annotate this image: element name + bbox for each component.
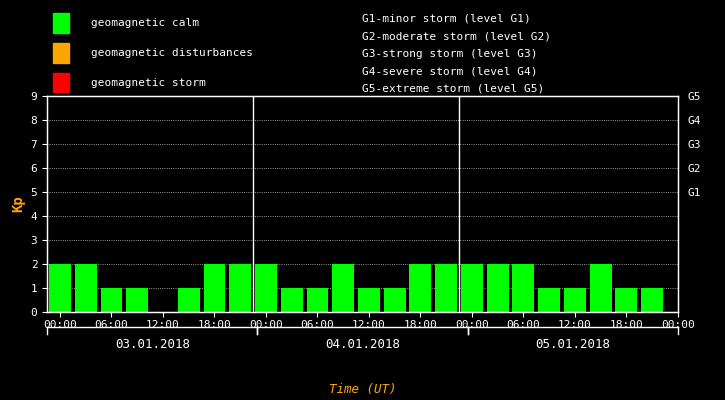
Bar: [513, 264, 534, 312]
Bar: [616, 288, 637, 312]
Bar: [486, 264, 509, 312]
Text: G2-moderate storm (level G2): G2-moderate storm (level G2): [362, 31, 552, 41]
Text: Time (UT): Time (UT): [328, 383, 397, 396]
Text: geomagnetic disturbances: geomagnetic disturbances: [91, 48, 253, 58]
Text: G3-strong storm (level G3): G3-strong storm (level G3): [362, 49, 538, 59]
Bar: [564, 288, 586, 312]
Text: G4-severe storm (level G4): G4-severe storm (level G4): [362, 66, 538, 76]
Bar: [178, 288, 199, 312]
Text: 04.01.2018: 04.01.2018: [325, 338, 400, 351]
Y-axis label: Kp: Kp: [11, 196, 25, 212]
Bar: [435, 264, 457, 312]
Bar: [589, 264, 612, 312]
Bar: [255, 264, 277, 312]
Bar: [641, 288, 663, 312]
Text: geomagnetic storm: geomagnetic storm: [91, 78, 206, 88]
Bar: [75, 264, 96, 312]
Bar: [307, 288, 328, 312]
Bar: [410, 264, 431, 312]
Bar: [54, 13, 69, 33]
Bar: [384, 288, 405, 312]
Bar: [101, 288, 123, 312]
Bar: [54, 43, 69, 62]
Bar: [49, 264, 71, 312]
Bar: [281, 288, 302, 312]
Bar: [461, 264, 483, 312]
Bar: [126, 288, 148, 312]
Text: 03.01.2018: 03.01.2018: [115, 338, 190, 351]
Text: G1-minor storm (level G1): G1-minor storm (level G1): [362, 14, 531, 24]
Text: geomagnetic calm: geomagnetic calm: [91, 18, 199, 28]
Bar: [332, 264, 354, 312]
Text: G5-extreme storm (level G5): G5-extreme storm (level G5): [362, 84, 544, 94]
Bar: [54, 73, 69, 92]
Bar: [358, 288, 380, 312]
Bar: [204, 264, 225, 312]
Bar: [538, 288, 560, 312]
Bar: [229, 264, 251, 312]
Text: 05.01.2018: 05.01.2018: [535, 338, 610, 351]
